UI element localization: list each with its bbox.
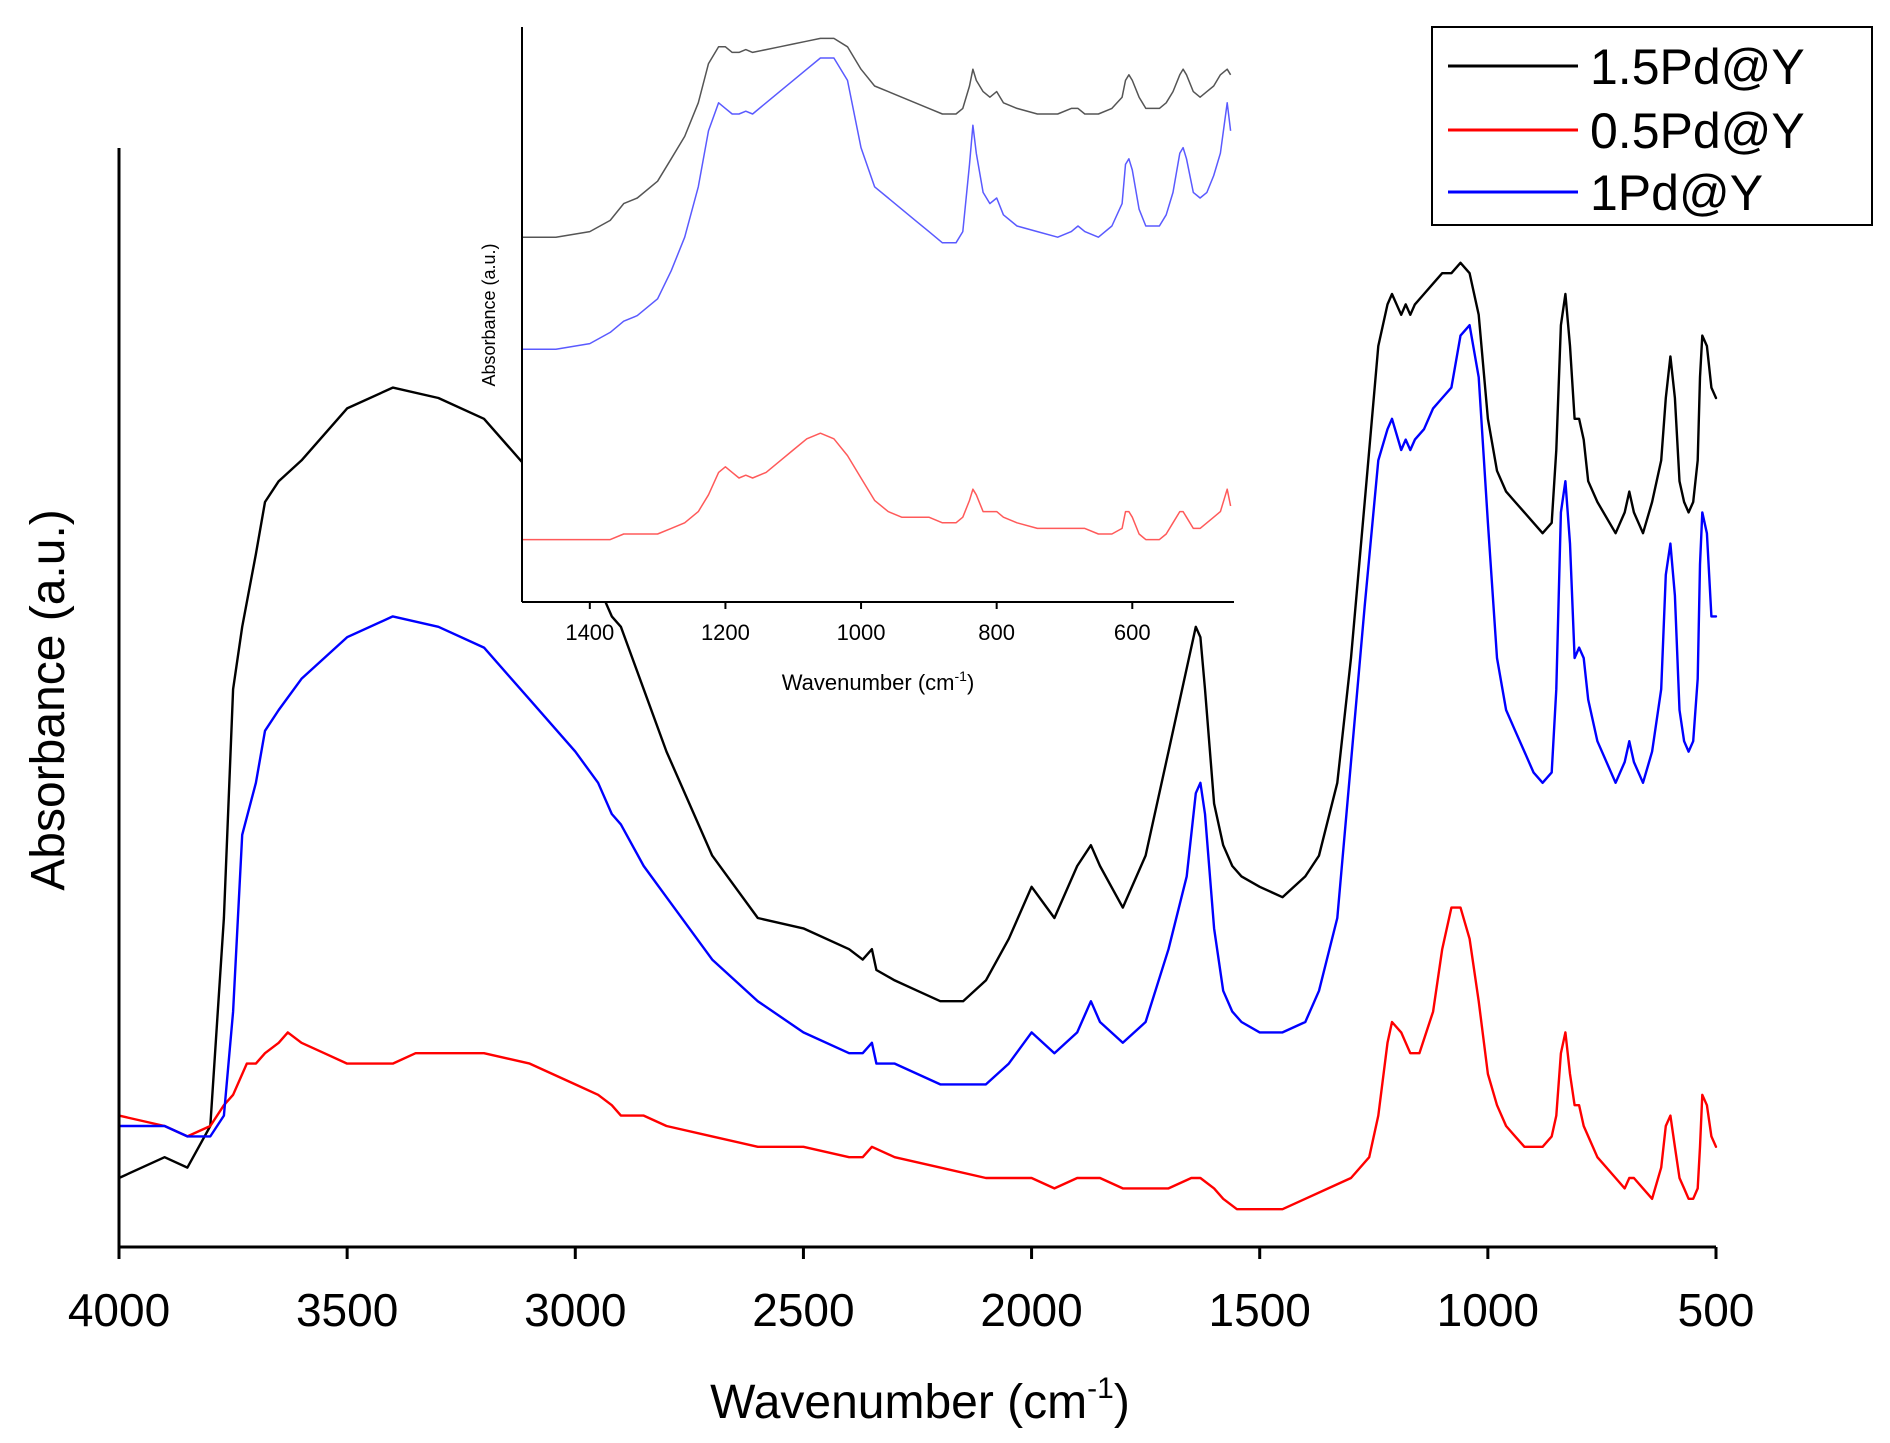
inset-x-axis-label-sup: -1 — [955, 668, 968, 684]
legend-label-1.5Pd@Y: 1.5Pd@Y — [1590, 39, 1805, 95]
main-x-tick-label-4000: 4000 — [68, 1284, 170, 1336]
inset-x-ticks: 1400 1200 1000 800 600 — [565, 602, 1151, 645]
main-x-ticks: 4000 3500 3000 2500 2000 1500 1000 500 — [68, 1247, 1755, 1336]
legend-label-1Pd@Y: 1Pd@Y — [1590, 165, 1763, 221]
main-plot: 4000 3500 3000 2500 2000 1500 1000 500 Absorban… — [22, 148, 1754, 1429]
main-x-tick-label-3000: 3000 — [524, 1284, 626, 1336]
inset-background — [522, 27, 1234, 602]
main-x-tick-label-3500: 3500 — [296, 1284, 398, 1336]
main-x-axis-label-tail: ) — [1114, 1376, 1130, 1429]
inset-series-0.5Pd@Y — [522, 432, 1232, 541]
inset-series-1.5Pd@Y — [522, 37, 1232, 238]
inset-series-1Pd@Y — [522, 57, 1232, 350]
legend-label-0.5Pd@Y: 0.5Pd@Y — [1590, 103, 1805, 159]
main-x-axis-label-sup: -1 — [1087, 1372, 1114, 1405]
inset-series-group — [522, 37, 1232, 541]
inset-x-axis-label: Wavenumber (cm-1) — [782, 668, 975, 695]
main-x-tick-label-1500: 1500 — [1209, 1284, 1311, 1336]
inset-x-tick-label-1200: 1200 — [701, 620, 750, 645]
main-x-tick-label-1000: 1000 — [1437, 1284, 1539, 1336]
inset-x-tick-label-800: 800 — [978, 620, 1015, 645]
inset-x-tick-label-1400: 1400 — [565, 620, 614, 645]
main-x-axis-label-text: Wavenumber (cm — [710, 1376, 1087, 1429]
main-series-group — [117, 261, 1718, 1211]
inset-x-tick-label-600: 600 — [1114, 620, 1151, 645]
main-x-tick-label-2500: 2500 — [752, 1284, 854, 1336]
inset-x-axis-label-tail: ) — [967, 670, 974, 695]
main-y-axis-label: Absorbance (a.u.) — [22, 509, 75, 891]
inset-y-axis-label: Absorbance (a.u.) — [479, 243, 499, 386]
main-series-1.5Pd@Y — [117, 261, 1718, 1180]
main-x-tick-label-2000: 2000 — [980, 1284, 1082, 1336]
inset-x-axis-label-text: Wavenumber (cm — [782, 670, 955, 695]
inset-x-tick-label-1000: 1000 — [837, 620, 886, 645]
main-series-1Pd@Y — [117, 324, 1718, 1138]
main-x-tick-label-500: 500 — [1678, 1284, 1755, 1336]
main-series-0.5Pd@Y — [117, 906, 1718, 1211]
inset-plot: 1400 1200 1000 800 600 Absorbance (a.u.) Wav… — [479, 27, 1234, 695]
main-x-axis-label: Wavenumber (cm-1) — [710, 1372, 1130, 1429]
legend: 1.5Pd@Y 0.5Pd@Y 1Pd@Y — [1431, 26, 1873, 226]
